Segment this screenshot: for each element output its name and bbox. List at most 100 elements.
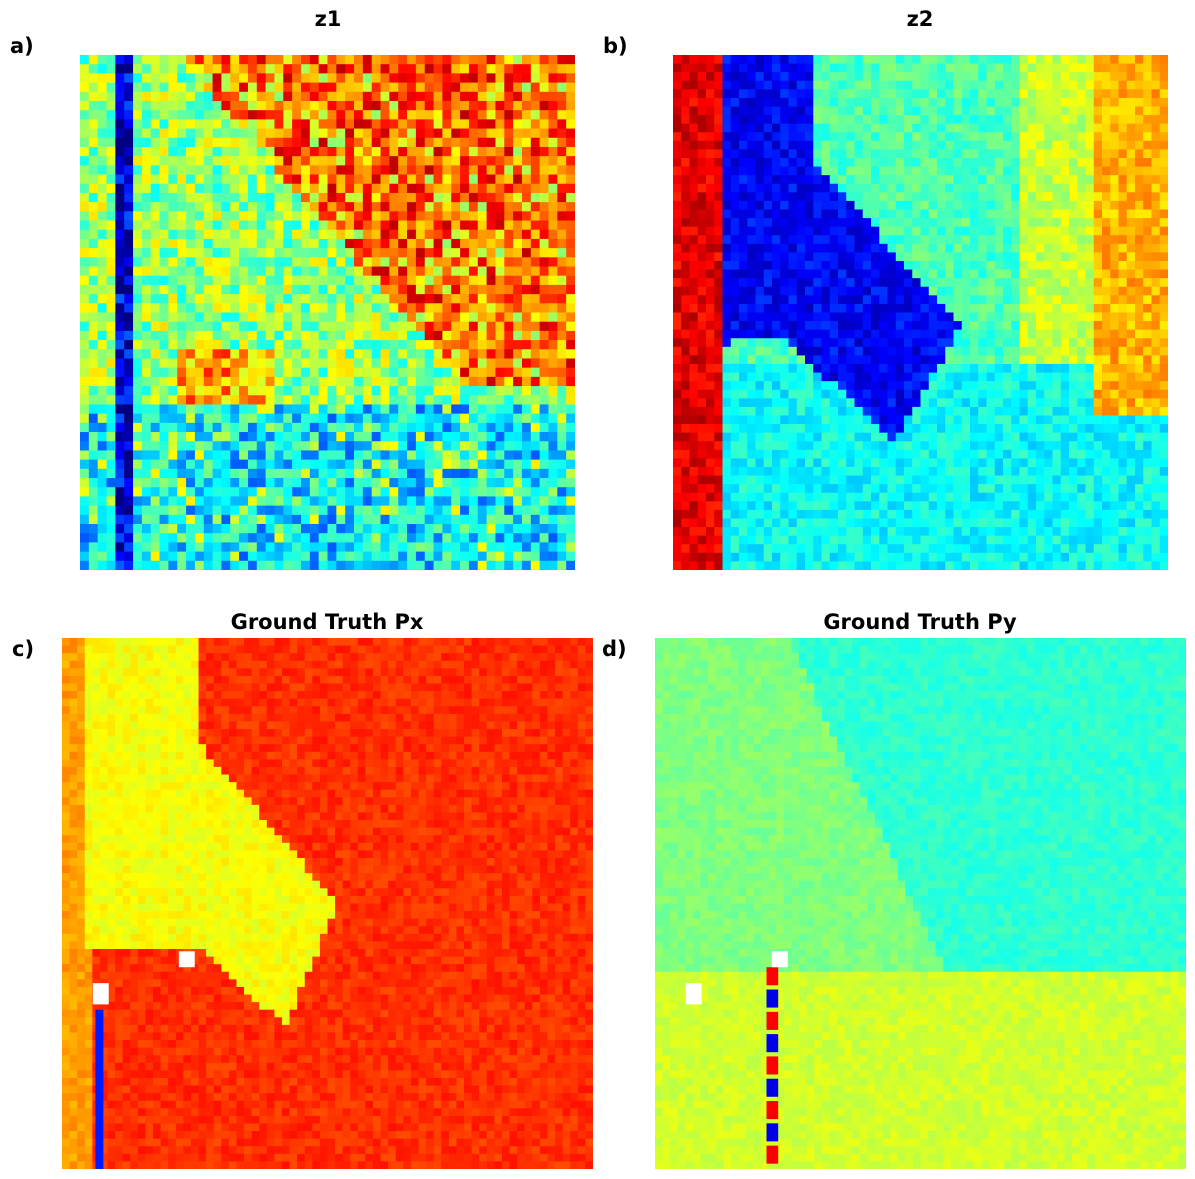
heatmap-cell: [221, 551, 231, 562]
heatmap-cell: [854, 97, 864, 108]
heatmap-cell: [362, 146, 373, 157]
heatmap-cell: [1151, 218, 1161, 228]
heatmap-cell: [805, 63, 814, 73]
heatmap-cell: [1093, 261, 1103, 271]
heatmap-cell: [961, 286, 971, 296]
heatmap-cell: [1151, 80, 1161, 90]
heatmap-cell: [504, 432, 514, 442]
heatmap-cell: [345, 266, 355, 277]
heatmap-cell: [362, 275, 373, 286]
heatmap-cell: [706, 106, 715, 116]
heatmap-cell: [1085, 200, 1095, 211]
heatmap-cell: [186, 551, 196, 562]
heatmap-cell: [772, 209, 781, 219]
heatmap-cell: [805, 106, 814, 116]
heatmap-cell: [194, 303, 205, 314]
heatmap-cell: [495, 238, 505, 249]
heatmap-cell: [345, 514, 355, 525]
heatmap-cell: [460, 395, 470, 406]
heatmap-cell: [203, 514, 214, 525]
heatmap-cell: [451, 275, 461, 286]
heatmap-cell: [407, 248, 417, 258]
heatmap-cell: [879, 209, 889, 219]
heatmap-cell: [530, 91, 541, 102]
heatmap-cell: [780, 55, 790, 65]
heatmap-cell: [557, 505, 567, 516]
heatmap-cell: [722, 106, 732, 116]
heatmap-cell: [212, 468, 223, 479]
heatmap-cell: [557, 165, 567, 176]
heatmap-cell: [177, 404, 187, 415]
heatmap-cell: [203, 146, 214, 157]
heatmap-cell: [961, 115, 971, 125]
heatmap-cell: [813, 72, 823, 82]
heatmap-cell: [1151, 209, 1161, 219]
heatmap-cell: [159, 386, 169, 396]
heatmap-cell: [730, 226, 740, 236]
heatmap-cell: [904, 63, 913, 73]
heatmap-cell: [1143, 192, 1153, 202]
heatmap-cell: [548, 91, 558, 102]
heatmap-cell: [274, 55, 284, 65]
heatmap-cell: [415, 312, 426, 323]
heatmap-cell: [106, 192, 116, 203]
heatmap-cell: [1159, 252, 1168, 262]
heatmap-cell: [1118, 63, 1128, 73]
heatmap-cell: [1077, 80, 1087, 90]
heatmap-cell: [557, 321, 567, 332]
heatmap-cell: [221, 303, 231, 314]
heatmap-cell: [978, 140, 988, 151]
heatmap-cell: [212, 496, 223, 507]
heatmap-cell: [722, 175, 732, 185]
heatmap-cell: [168, 110, 178, 120]
heatmap-cell: [221, 330, 231, 341]
heatmap-cell: [283, 340, 293, 350]
heatmap-cell: [495, 146, 505, 157]
heatmap-cell: [460, 257, 470, 268]
heatmap-cell: [495, 192, 505, 203]
heatmap-cell: [97, 229, 108, 240]
heatmap-cell: [689, 80, 699, 90]
heatmap-cell: [309, 248, 320, 258]
heatmap-cell: [239, 257, 249, 268]
heatmap-cell: [371, 137, 382, 148]
heatmap-cell: [309, 496, 320, 507]
heatmap-cell: [521, 422, 532, 433]
heatmap-cell: [97, 156, 108, 166]
heatmap-cell: [194, 100, 205, 111]
heatmap-cell: [415, 192, 426, 203]
heatmap-cell: [371, 496, 382, 507]
heatmap-cell: [133, 524, 143, 534]
heatmap-cell: [433, 478, 444, 488]
heatmap-cell: [265, 349, 276, 360]
heatmap-cell: [442, 560, 452, 570]
heatmap-cell: [780, 89, 790, 99]
heatmap-cell: [194, 110, 205, 120]
heatmap-cell: [1118, 132, 1128, 142]
heatmap-cell: [539, 312, 550, 323]
heatmap-cell: [513, 229, 523, 240]
heatmap-cell: [1126, 226, 1136, 236]
heatmap-cell: [1027, 295, 1037, 305]
heatmap-cell: [300, 524, 311, 534]
heatmap-cell: [88, 404, 99, 415]
heatmap-cell: [920, 209, 930, 219]
heatmap-cell: [986, 89, 996, 99]
heatmap-cell: [88, 432, 99, 442]
heatmap-cell: [821, 269, 831, 279]
heatmap-cell: [345, 321, 355, 332]
heatmap-cell: [424, 183, 435, 194]
heatmap-cell: [821, 278, 831, 288]
heatmap-cell: [168, 257, 178, 268]
heatmap-cell: [1060, 149, 1070, 159]
heatmap-cell: [300, 275, 311, 286]
heatmap-cell: [177, 505, 187, 516]
heatmap-cell: [722, 89, 732, 99]
heatmap-cell: [124, 441, 134, 452]
heatmap-cell: [887, 158, 897, 168]
heatmap-cell: [681, 200, 691, 211]
heatmap-cell: [247, 524, 258, 534]
heatmap-cell: [557, 487, 567, 498]
heatmap-cell: [194, 183, 205, 194]
heatmap-cell: [862, 183, 872, 193]
